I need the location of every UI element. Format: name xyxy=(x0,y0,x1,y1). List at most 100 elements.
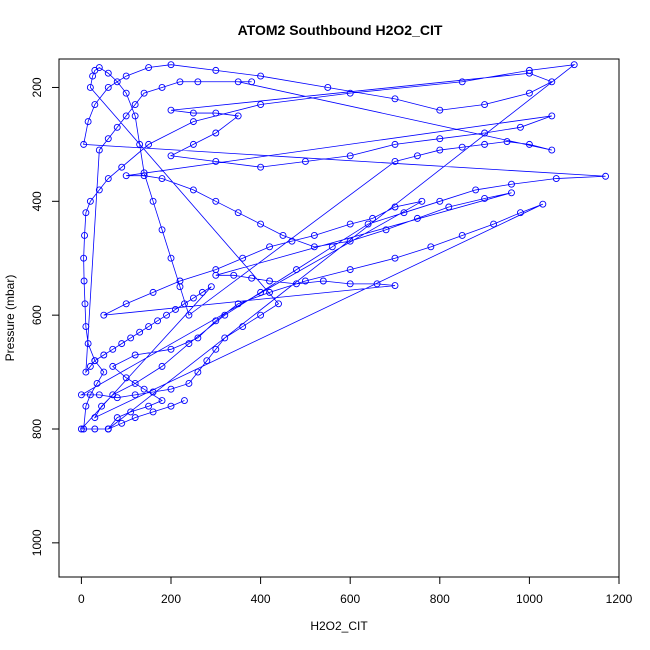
data-point xyxy=(118,163,126,171)
data-point xyxy=(158,175,166,182)
data-point xyxy=(525,140,533,148)
data-point xyxy=(548,146,556,154)
y-tick-label: 1000 xyxy=(30,529,44,556)
data-point xyxy=(86,197,94,205)
data-point xyxy=(481,101,489,108)
data-point xyxy=(212,266,220,274)
data-point xyxy=(570,61,578,69)
data-point xyxy=(189,186,197,194)
data-point xyxy=(212,129,220,137)
data-point xyxy=(525,66,533,74)
data-point xyxy=(127,408,135,416)
data-point xyxy=(185,340,193,348)
data-point xyxy=(212,109,220,117)
data-point xyxy=(525,89,533,97)
data-point xyxy=(167,152,175,160)
data-point xyxy=(221,334,229,342)
data-point xyxy=(95,64,103,71)
data-point xyxy=(239,323,247,330)
data-point xyxy=(93,380,101,387)
data-point xyxy=(95,146,103,154)
data-point xyxy=(167,345,175,353)
data-point xyxy=(413,214,421,222)
data-point xyxy=(145,140,153,148)
data-point xyxy=(149,197,157,205)
data-point xyxy=(328,243,336,251)
data-point xyxy=(266,277,274,285)
x-axis-label: H2O2_CIT xyxy=(310,619,368,633)
data-point xyxy=(145,402,153,410)
data-point xyxy=(167,106,175,114)
data-point xyxy=(131,112,139,120)
data-point xyxy=(230,271,238,279)
data-point xyxy=(158,397,166,404)
data-point xyxy=(212,66,220,74)
data-point xyxy=(257,101,265,108)
data-point xyxy=(257,72,265,80)
data-point xyxy=(167,254,175,262)
data-point xyxy=(113,78,121,86)
data-point xyxy=(113,394,121,402)
data-point xyxy=(539,200,547,208)
y-tick-label: 200 xyxy=(30,77,44,97)
data-point xyxy=(508,180,515,188)
data-point xyxy=(109,362,117,370)
data-point xyxy=(189,294,197,302)
data-point xyxy=(167,61,175,69)
data-point xyxy=(167,402,175,410)
data-point xyxy=(95,186,103,194)
plot-frame xyxy=(58,58,620,578)
data-point xyxy=(91,425,99,433)
data-point xyxy=(100,351,108,359)
data-point xyxy=(80,277,88,285)
data-point xyxy=(458,78,466,86)
data-point xyxy=(82,323,90,330)
data-point xyxy=(198,288,206,296)
data-point xyxy=(167,385,175,393)
data-point xyxy=(163,311,170,319)
data-point xyxy=(516,209,524,217)
data-point xyxy=(91,357,99,365)
y-axis-label: Pressure (mbar) xyxy=(3,275,17,362)
data-point xyxy=(81,300,89,308)
data-point xyxy=(100,368,108,376)
data-point xyxy=(221,311,229,319)
data-point xyxy=(292,266,300,274)
y-tick-label: 600 xyxy=(30,305,44,325)
data-point xyxy=(346,237,354,245)
data-point xyxy=(373,280,381,288)
data-point xyxy=(346,280,354,288)
data-point xyxy=(122,172,130,180)
data-point xyxy=(84,118,92,126)
x-tick-label: 1000 xyxy=(516,592,543,606)
data-point xyxy=(122,112,130,120)
x-axis: 0 200 400 600 800 1000 1200 xyxy=(78,576,633,606)
data-point xyxy=(194,334,202,342)
data-point xyxy=(89,72,97,80)
data-point xyxy=(98,402,106,410)
data-point xyxy=(266,243,274,251)
data-point xyxy=(118,340,126,348)
data-point xyxy=(346,89,354,97)
data-point xyxy=(131,391,139,399)
data-point xyxy=(82,209,90,217)
data-point xyxy=(140,89,148,97)
data-point xyxy=(104,425,112,433)
data-point xyxy=(436,135,444,143)
data-point xyxy=(154,317,162,325)
data-point xyxy=(391,95,399,103)
data-point xyxy=(189,118,197,126)
data-point xyxy=(310,232,318,239)
data-point xyxy=(266,288,274,296)
data-point xyxy=(212,345,220,353)
data-point xyxy=(185,311,193,319)
data-point xyxy=(400,209,408,217)
data-point xyxy=(136,328,144,336)
data-point xyxy=(176,78,184,86)
data-point xyxy=(122,72,130,80)
data-point xyxy=(481,195,489,202)
data-point xyxy=(82,368,90,376)
data-point xyxy=(382,226,390,234)
x-tick-label: 0 xyxy=(78,592,85,606)
data-point xyxy=(248,274,256,282)
